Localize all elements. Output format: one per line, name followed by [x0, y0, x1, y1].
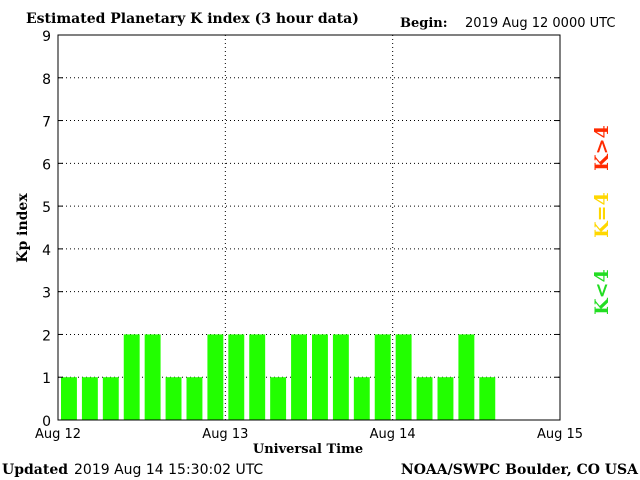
- y-tick-label: 9: [42, 29, 51, 45]
- kp-bar: [458, 334, 475, 420]
- kp-bar: [332, 334, 349, 420]
- y-axis-label: Kp index: [15, 193, 31, 263]
- y-tick-label: 2: [42, 328, 51, 344]
- y-tick-label: 4: [42, 243, 51, 259]
- x-tick-label: Aug 13: [202, 427, 248, 442]
- legend-item: K>4: [591, 125, 613, 171]
- y-tick-label: 8: [42, 72, 51, 88]
- plot-frame: [57, 34, 561, 421]
- kp-bar: [270, 377, 287, 420]
- kp-bar: [81, 377, 98, 420]
- kp-bar: [123, 334, 140, 420]
- kp-bar: [186, 377, 203, 420]
- x-tick-label: Aug 14: [370, 427, 416, 442]
- kp-bar: [416, 377, 433, 420]
- source-credit: NOAA/SWPC Boulder, CO USA: [401, 462, 639, 478]
- kp-bar: [437, 377, 454, 420]
- y-tick-label: 0: [42, 414, 51, 430]
- x-tick-label: Aug 15: [537, 427, 583, 442]
- y-tick-label: 1: [42, 371, 51, 387]
- y-tick-label: 3: [42, 286, 51, 302]
- kp-bar: [61, 377, 77, 420]
- y-tick-label: 6: [42, 157, 51, 173]
- kp-bar: [144, 334, 161, 420]
- legend: K<4 K=4 K>4: [591, 125, 613, 315]
- kp-bar: [395, 334, 412, 420]
- updated-label: Updated: [2, 462, 68, 478]
- bars: [61, 334, 496, 420]
- kp-bar: [249, 334, 266, 420]
- y-tick-labels: 0 1 2 3 4 5 6 7 8 9: [42, 29, 560, 430]
- begin-label: Begin:: [400, 16, 448, 31]
- kp-bar: [207, 334, 224, 420]
- kp-bar: [353, 377, 370, 420]
- y-tick-label: 5: [42, 200, 51, 216]
- updated-value: 2019 Aug 14 15:30:02 UTC: [74, 462, 263, 478]
- kp-bar: [312, 334, 328, 420]
- x-tick-label: Aug 12: [35, 427, 81, 442]
- x-axis-label: Universal Time: [253, 442, 363, 457]
- kp-bar: [479, 377, 496, 420]
- y-tick-label: 7: [42, 115, 51, 131]
- chart-title: Estimated Planetary K index (3 hour data…: [26, 11, 359, 27]
- legend-item: K=4: [591, 192, 613, 238]
- kp-bar: [291, 334, 307, 420]
- kp-bar: [165, 377, 182, 420]
- kp-bar: [102, 377, 119, 420]
- grid-lines: [58, 34, 560, 420]
- legend-item: K<4: [591, 269, 613, 315]
- x-tick-labels: Aug 12 Aug 13 Aug 14 Aug 15: [35, 427, 583, 442]
- begin-value: 2019 Aug 12 0000 UTC: [465, 16, 615, 31]
- kp-bar: [374, 334, 391, 420]
- kp-bar: [228, 334, 245, 420]
